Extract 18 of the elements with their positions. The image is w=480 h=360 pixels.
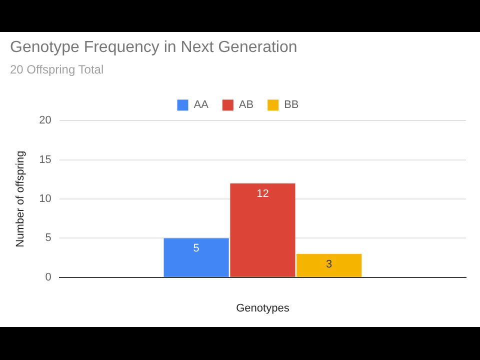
legend-label: AB bbox=[238, 99, 254, 112]
data-label: 12 bbox=[256, 188, 269, 200]
bar bbox=[230, 183, 296, 277]
chart-title: Genotype Frequency in Next Generation bbox=[10, 39, 298, 56]
data-label: 5 bbox=[193, 242, 200, 255]
bar bbox=[296, 254, 362, 277]
y-tick-label: 10 bbox=[39, 193, 52, 206]
legend-label: BB bbox=[284, 99, 299, 112]
bar bbox=[164, 238, 229, 277]
y-tick-label: 20 bbox=[39, 114, 52, 127]
y-axis-title: Number of offspring bbox=[14, 150, 27, 248]
data-label: 3 bbox=[326, 258, 332, 270]
y-tick-label: 15 bbox=[39, 154, 52, 166]
x-axis-title: Genotypes bbox=[236, 302, 290, 314]
y-tick-label: 5 bbox=[45, 232, 52, 244]
y-tick-label: 0 bbox=[45, 271, 52, 284]
chart-subtitle: 20 Offspring Total bbox=[10, 62, 104, 77]
legend-label: AA bbox=[194, 99, 210, 112]
